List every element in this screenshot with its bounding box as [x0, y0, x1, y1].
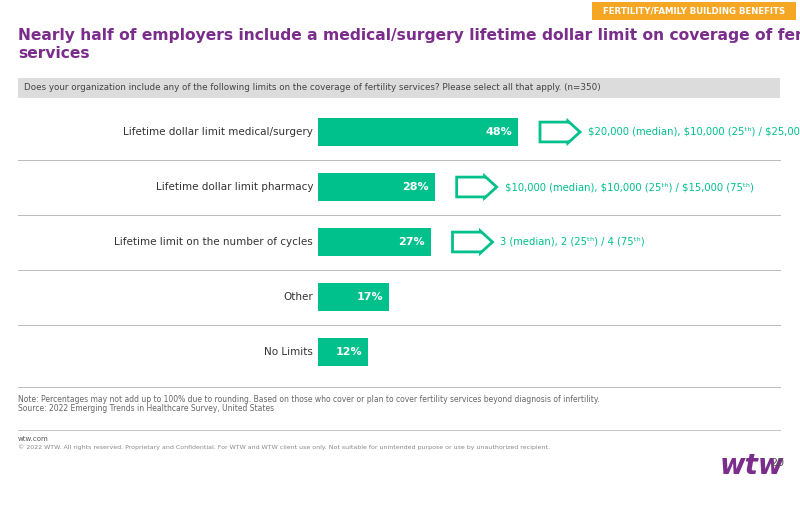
Text: 3 (median), 2 (25ᵗʰ) / 4 (75ᵗʰ): 3 (median), 2 (25ᵗʰ) / 4 (75ᵗʰ): [501, 237, 645, 247]
Text: © 2022 WTW. All rights reserved. Proprietary and Confidential. For WTW and WTW c: © 2022 WTW. All rights reserved. Proprie…: [18, 444, 550, 449]
Text: 12%: 12%: [335, 347, 362, 357]
Text: 20: 20: [770, 458, 784, 468]
Text: Does your organization include any of the following limits on the coverage of fe: Does your organization include any of th…: [24, 84, 601, 93]
Text: Nearly half of employers include a medical/surgery lifetime dollar limit on cove: Nearly half of employers include a medic…: [18, 28, 800, 43]
Text: FERTILITY/FAMILY BUILDING BENEFITS: FERTILITY/FAMILY BUILDING BENEFITS: [603, 6, 785, 15]
Polygon shape: [540, 121, 580, 143]
Bar: [592, 2, 796, 20]
Text: 48%: 48%: [486, 127, 512, 137]
Bar: [318, 283, 389, 311]
Text: 28%: 28%: [402, 182, 429, 192]
Text: wtw.com: wtw.com: [18, 436, 49, 442]
Polygon shape: [457, 176, 497, 198]
Text: wtw: wtw: [720, 452, 785, 480]
Bar: [18, 78, 780, 98]
Text: Note: Percentages may not add up to 100% due to rounding. Based on those who cov: Note: Percentages may not add up to 100%…: [18, 395, 600, 404]
Text: 27%: 27%: [398, 237, 425, 247]
Bar: [318, 338, 368, 366]
Text: Source: 2022 Emerging Trends in Healthcare Survey, United States: Source: 2022 Emerging Trends in Healthca…: [18, 404, 274, 413]
Bar: [318, 228, 430, 256]
Bar: [318, 173, 434, 201]
Text: Lifetime limit on the number of cycles: Lifetime limit on the number of cycles: [114, 237, 313, 247]
Text: 17%: 17%: [356, 292, 383, 302]
Text: Lifetime dollar limit pharmacy: Lifetime dollar limit pharmacy: [155, 182, 313, 192]
Text: $10,000 (median), $10,000 (25ᵗʰ) / $15,000 (75ᵗʰ): $10,000 (median), $10,000 (25ᵗʰ) / $15,0…: [505, 182, 754, 192]
Polygon shape: [453, 231, 493, 253]
Text: $20,000 (median), $10,000 (25ᵗʰ) / $25,000 (75ᵗʰ): $20,000 (median), $10,000 (25ᵗʰ) / $25,0…: [588, 127, 800, 137]
Text: No Limits: No Limits: [264, 347, 313, 357]
Text: Lifetime dollar limit medical/surgery: Lifetime dollar limit medical/surgery: [123, 127, 313, 137]
Text: Other: Other: [283, 292, 313, 302]
Text: services: services: [18, 46, 90, 61]
Bar: [318, 118, 518, 146]
